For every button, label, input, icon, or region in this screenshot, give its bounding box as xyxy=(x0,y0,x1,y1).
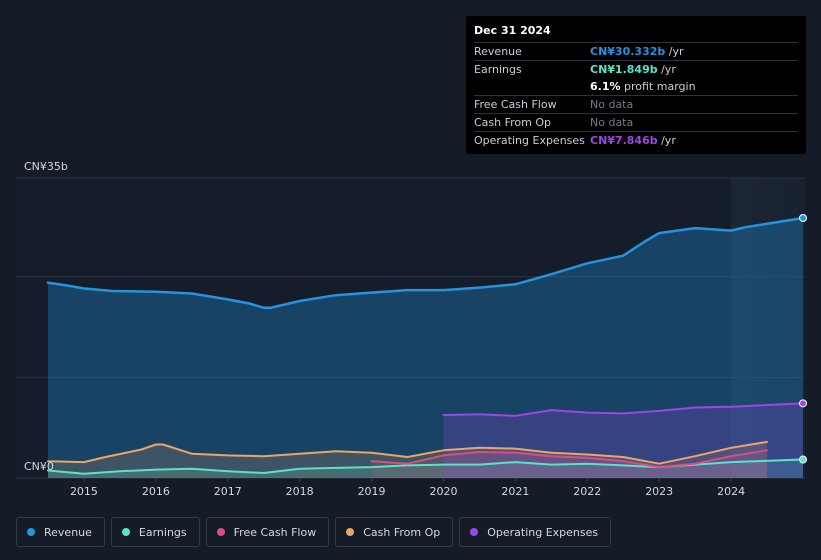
tooltip-row: Cash From Op No data xyxy=(474,113,798,131)
x-tick-label: 2024 xyxy=(717,485,745,498)
x-tick-label: 2021 xyxy=(501,485,529,498)
tooltip-row-label: Free Cash Flow xyxy=(474,98,557,111)
legend-dot-icon xyxy=(121,528,130,536)
operating-expenses-line xyxy=(442,402,804,417)
legend-label: Revenue xyxy=(44,525,92,539)
tooltip-row: 6.1% profit margin xyxy=(474,78,798,95)
tooltip-value-number: 6.1% xyxy=(590,80,621,93)
legend-dot-icon xyxy=(470,528,479,536)
tooltip-row-label: Operating Expenses xyxy=(474,134,585,147)
tooltip-value-suffix: profit margin xyxy=(620,80,696,93)
tooltip-row-value: No data xyxy=(590,114,633,131)
tooltip-row-value: CN¥7.846b /yr xyxy=(590,132,676,149)
legend-dot-icon xyxy=(216,528,225,536)
legend-item-operating-expenses[interactable]: Operating Expenses xyxy=(459,517,612,547)
tooltip-row-label xyxy=(474,78,590,95)
x-tick-label: 2019 xyxy=(358,485,386,498)
legend-item-free-cash-flow[interactable]: Free Cash Flow xyxy=(205,517,330,547)
plot-area xyxy=(16,178,805,478)
x-tick-label: 2017 xyxy=(214,485,242,498)
y-label-bottom: CN¥0 xyxy=(24,460,54,473)
tooltip-row-value: No data xyxy=(590,96,633,113)
tooltip-value-suffix: /yr xyxy=(657,134,676,147)
tooltip-row: Revenue CN¥30.332b /yr xyxy=(474,42,798,60)
legend-label: Operating Expenses xyxy=(487,525,599,539)
tooltip-row-value: CN¥30.332b /yr xyxy=(590,43,684,60)
free-cash-flow-line xyxy=(370,449,768,469)
earnings-area xyxy=(48,459,803,478)
x-tick-label: 2020 xyxy=(429,485,457,498)
legend: Revenue Earnings Free Cash Flow Cash From O… xyxy=(16,517,612,547)
tooltip-row-value: 6.1% profit margin xyxy=(590,78,696,95)
earnings-end-point xyxy=(799,455,807,464)
tooltip-value-suffix: /yr xyxy=(657,63,676,76)
operating-expenses-end-point xyxy=(799,399,807,408)
tooltip-value-number: CN¥7.846b xyxy=(590,134,658,147)
legend-dot-icon xyxy=(346,528,355,536)
revenue-end-point xyxy=(799,214,807,222)
legend-label: Earnings xyxy=(138,525,187,539)
tooltip-row-value: CN¥1.849b /yr xyxy=(590,61,676,78)
x-tick-label: 2016 xyxy=(142,485,170,498)
revenue-line xyxy=(46,216,805,309)
cash-from-op-line xyxy=(47,440,768,465)
tooltip-value-number: No data xyxy=(590,116,634,129)
legend-item-cash-from-op[interactable]: Cash From Op xyxy=(335,517,454,547)
tooltip-row-label: Earnings xyxy=(474,63,522,76)
tooltip-row: Earnings CN¥1.849b /yr xyxy=(474,60,798,78)
y-label-top: CN¥35b xyxy=(24,160,68,173)
tooltip-value-number: CN¥30.332b xyxy=(590,45,666,58)
cash-from-op-area xyxy=(48,441,767,478)
legend-item-earnings[interactable]: Earnings xyxy=(110,517,200,547)
tooltip-row: Operating Expenses CN¥7.846b /yr xyxy=(474,131,798,149)
legend-label: Free Cash Flow xyxy=(233,525,317,539)
tooltip: Dec 31 2024 Revenue CN¥30.332b /yr Earning… xyxy=(466,16,806,154)
x-tick-label: 2018 xyxy=(286,485,314,498)
x-tick-label: 2022 xyxy=(573,485,601,498)
x-tick-label: 2015 xyxy=(70,485,98,498)
tooltip-row-label: Cash From Op xyxy=(474,116,552,129)
x-tick-label: 2023 xyxy=(645,485,673,498)
legend-item-revenue[interactable]: Revenue xyxy=(16,517,105,547)
legend-label: Cash From Op xyxy=(363,525,441,539)
tooltip-value-suffix: /yr xyxy=(665,45,684,58)
earnings-line xyxy=(47,458,804,475)
tooltip-value-number: CN¥1.849b xyxy=(590,63,658,76)
tooltip-row: Free Cash Flow No data xyxy=(474,95,798,113)
tooltip-row-label: Revenue xyxy=(474,45,522,58)
tooltip-date: Dec 31 2024 xyxy=(474,24,551,37)
legend-dot-icon xyxy=(27,528,35,536)
tooltip-value-number: No data xyxy=(590,98,634,111)
